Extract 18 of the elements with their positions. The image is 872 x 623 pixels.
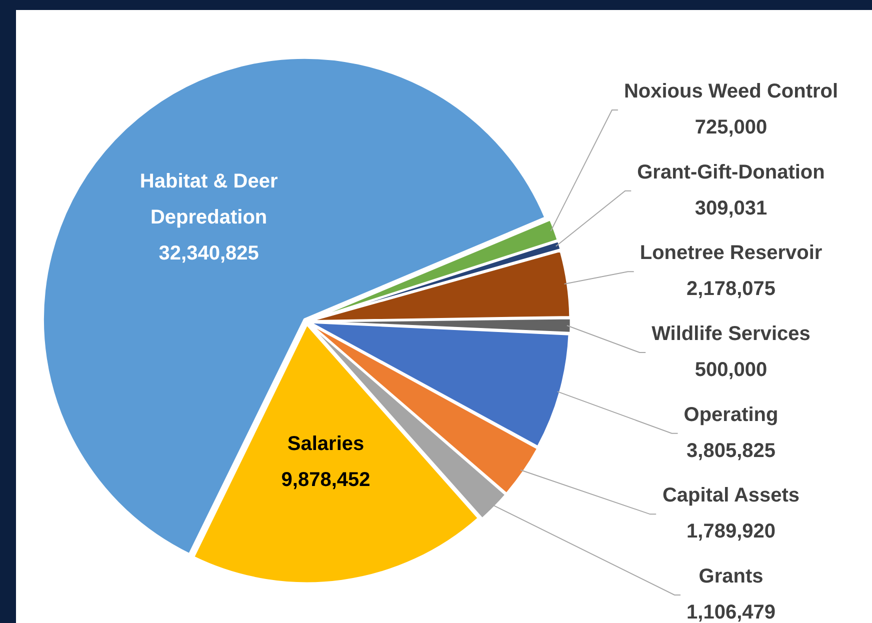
slice-label: Wildlife Services	[652, 323, 810, 346]
data-label: 2,178,075	[686, 278, 776, 300]
slice-label: Salaries	[287, 432, 364, 455]
slice-label: Grants	[698, 566, 764, 588]
data-label: 500,000	[694, 359, 768, 382]
data-label: 725,000	[694, 116, 768, 139]
data-label: 3,805,825	[686, 440, 776, 462]
slice-label: Grant-Gift-Donation	[637, 161, 825, 184]
slice-label: Capital Assets	[662, 484, 800, 507]
slice-label: Lonetree Reservoir	[640, 242, 822, 264]
data-label: 32,340,825	[158, 242, 259, 265]
slice-label: Habitat & Deer Depredation	[140, 170, 278, 229]
data-label: 1,789,920	[686, 520, 776, 543]
data-label: 9,878,452	[281, 468, 370, 491]
slice-label: Noxious Weed Control	[624, 80, 838, 103]
slice-label: Operating	[684, 404, 778, 426]
data-label: 1,106,479	[686, 602, 776, 623]
data-label: 309,031	[694, 197, 768, 220]
